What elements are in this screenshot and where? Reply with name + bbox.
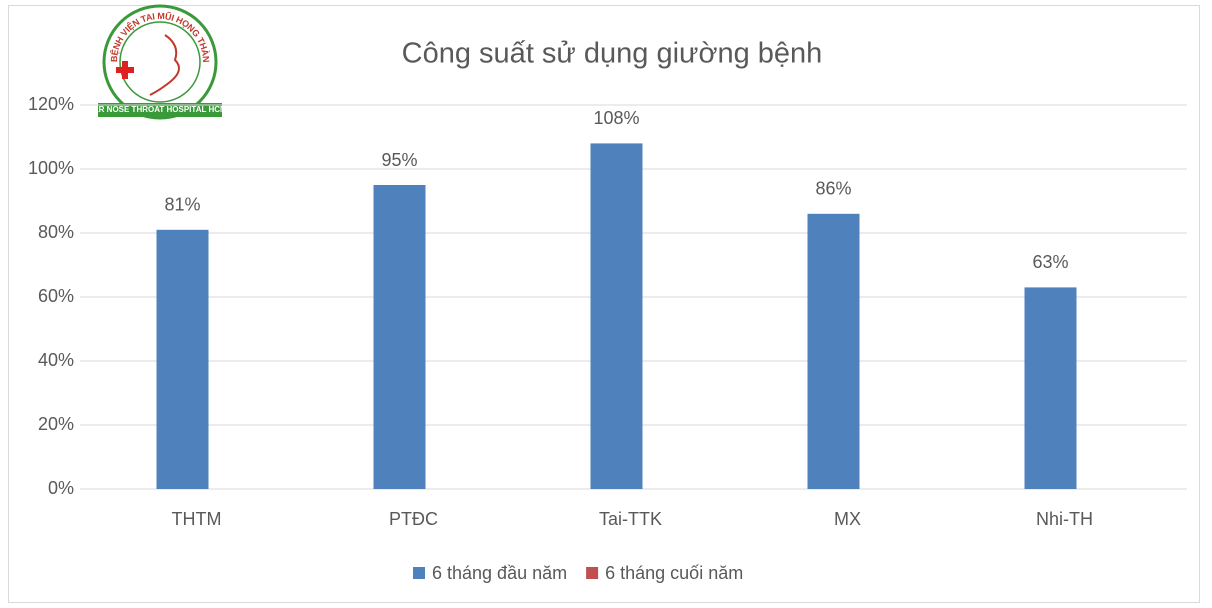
y-tick-label: 20%	[38, 414, 74, 434]
legend-label: 6 tháng cuối năm	[605, 563, 743, 583]
legend-label: 6 tháng đầu năm	[432, 563, 567, 583]
y-tick-label: 60%	[38, 286, 74, 306]
y-tick-label: 80%	[38, 222, 74, 242]
data-label: 95%	[381, 150, 417, 170]
y-tick-label: 40%	[38, 350, 74, 370]
x-tick-label: PTĐC	[389, 509, 438, 529]
chart-title: Công suất sử dụng giường bệnh	[402, 38, 823, 70]
bar	[1024, 287, 1077, 489]
x-tick-label: Nhi-TH	[1036, 509, 1093, 529]
y-tick-label: 0%	[48, 478, 74, 498]
bar	[590, 143, 643, 489]
bar	[156, 229, 209, 490]
data-label: 86%	[815, 179, 851, 199]
logo-banner-text: EAR NOSE THROAT HOSPITAL HCMC	[88, 105, 233, 114]
x-tick-label: THTM	[172, 509, 222, 529]
data-label: 81%	[164, 195, 200, 215]
data-label: 108%	[593, 108, 639, 128]
bar	[807, 213, 860, 490]
y-tick-label: 120%	[28, 94, 74, 114]
data-label: 63%	[1032, 252, 1068, 272]
legend-swatch	[586, 567, 599, 579]
bar	[373, 185, 426, 489]
x-tick-label: Tai-TTK	[599, 509, 662, 529]
x-tick-label: MX	[834, 509, 861, 529]
legend-swatch	[413, 567, 425, 579]
y-tick-label: 100%	[28, 158, 74, 178]
